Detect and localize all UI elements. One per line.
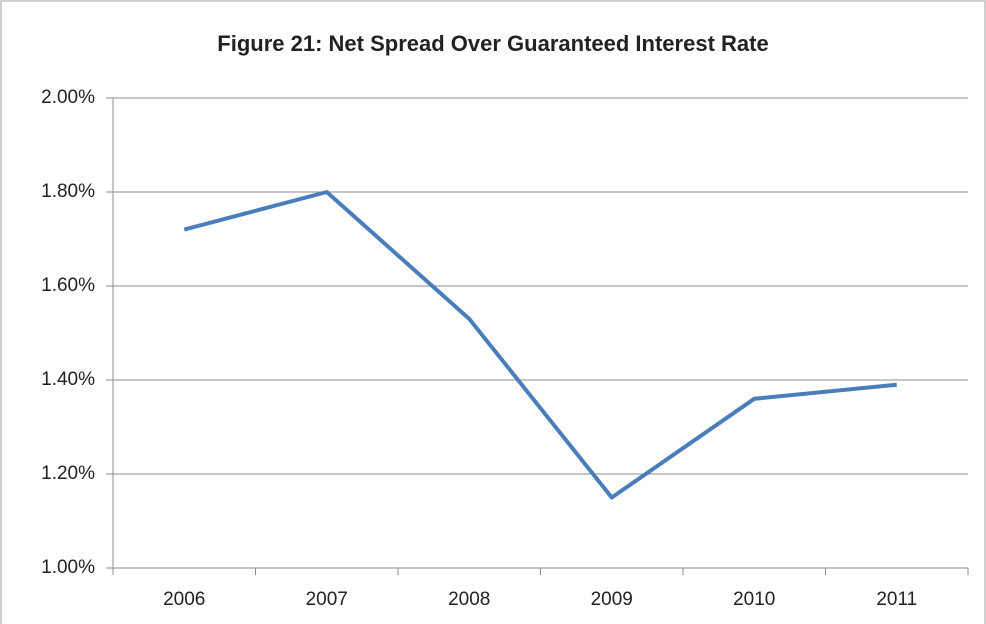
y-tick-label: 1.60% <box>41 275 95 296</box>
chart-title: Figure 21: Net Spread Over Guaranteed In… <box>217 31 768 56</box>
x-tick-label: 2008 <box>448 589 490 610</box>
x-tick-label: 2007 <box>306 589 348 610</box>
x-tick-label: 2009 <box>591 589 633 610</box>
x-tick-label: 2006 <box>163 589 205 610</box>
y-tick-label: 1.00% <box>41 557 95 578</box>
x-tick-label: 2011 <box>876 589 917 610</box>
data-line <box>183 190 897 500</box>
x-tick-label: 2010 <box>733 589 775 610</box>
y-tick-label: 1.20% <box>41 463 95 484</box>
y-tick-label: 2.00% <box>41 87 95 108</box>
y-tick-label: 1.40% <box>41 369 95 390</box>
y-tick-label: 1.80% <box>41 181 95 202</box>
